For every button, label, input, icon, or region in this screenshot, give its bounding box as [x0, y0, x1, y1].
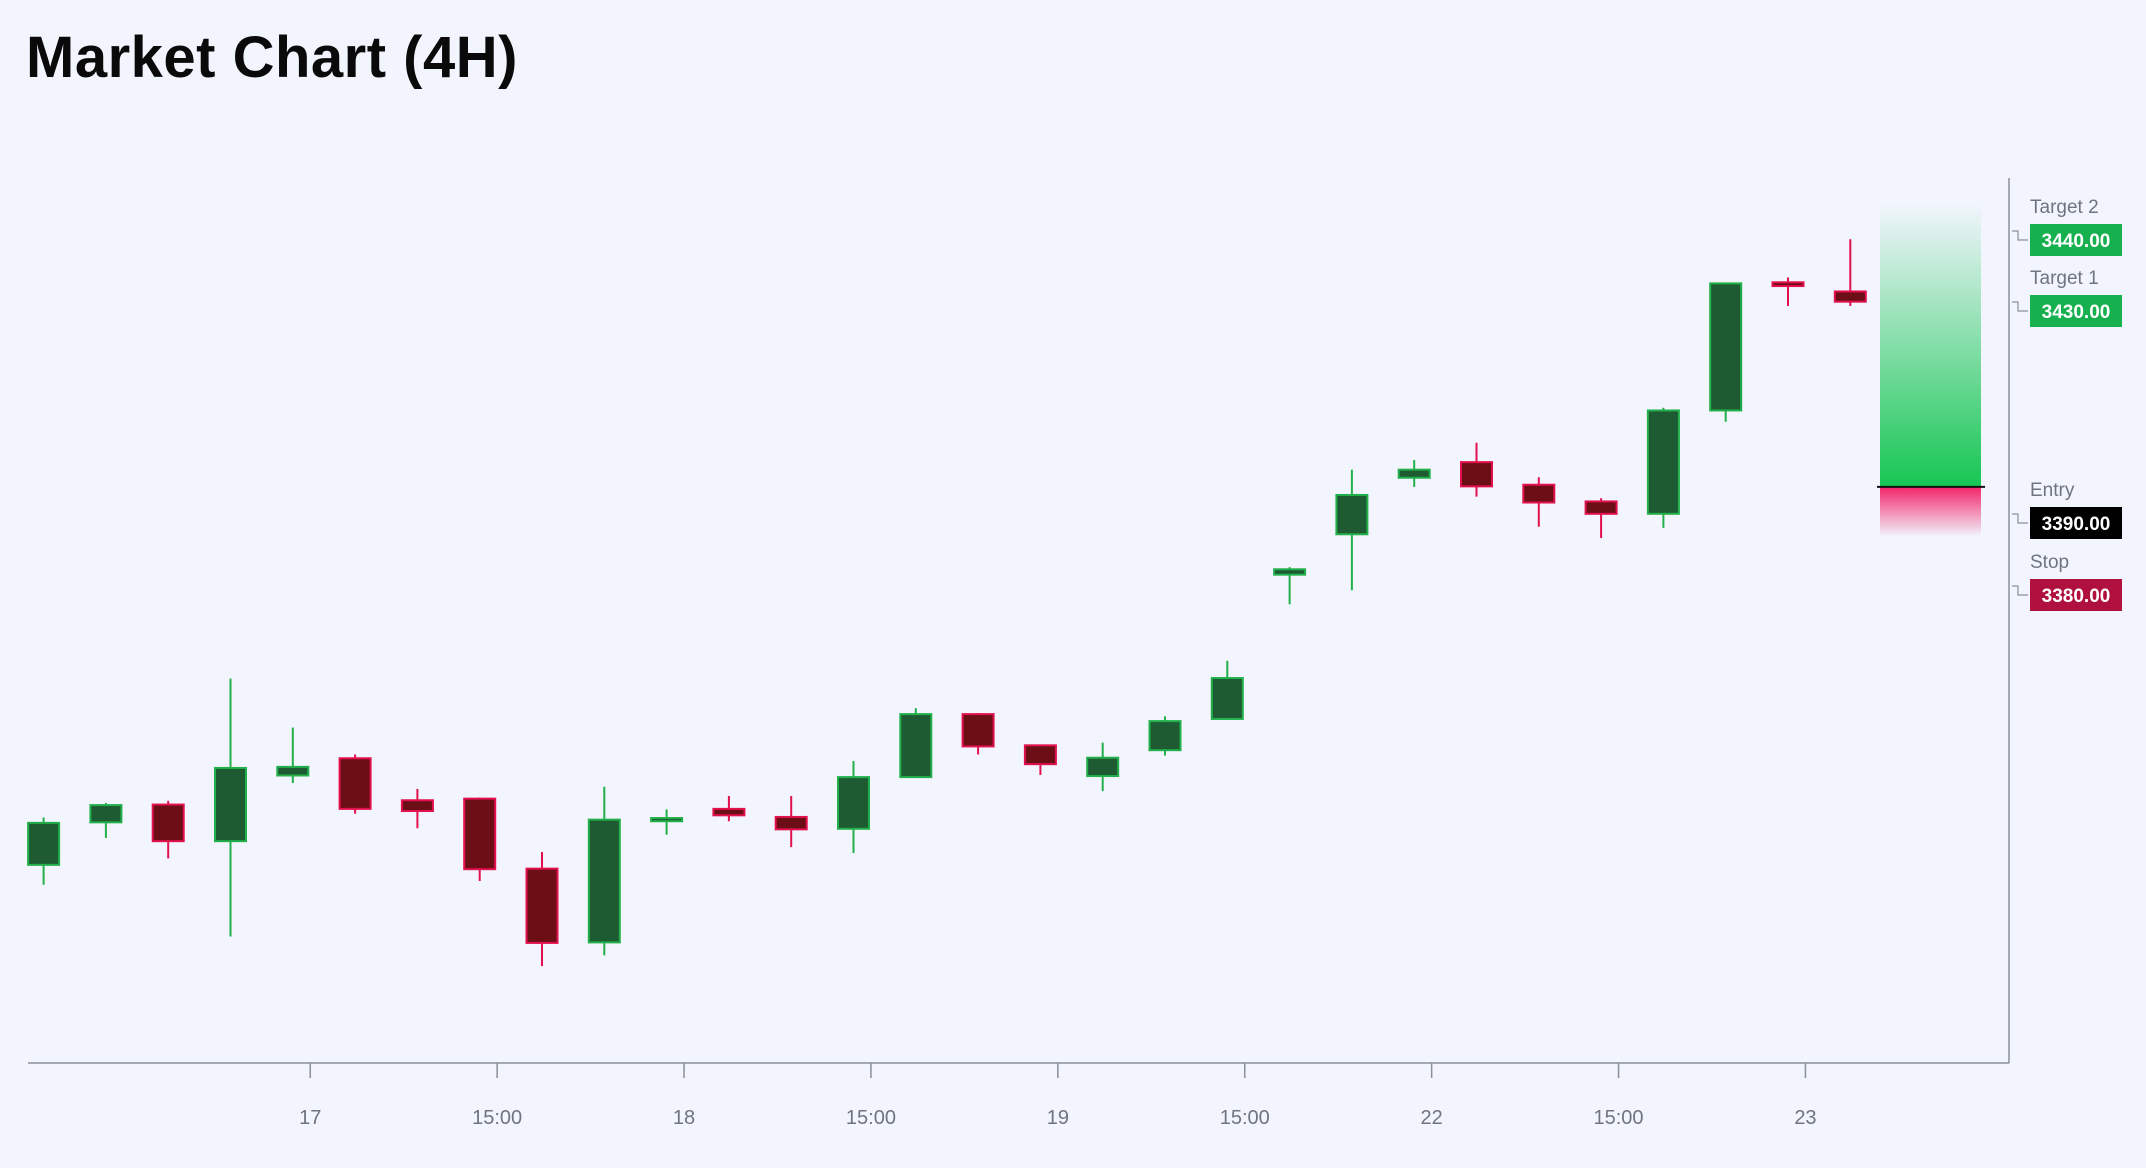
- level-name: Entry: [2030, 480, 2075, 501]
- candle-body: [1771, 281, 1805, 288]
- level-entry: Entry 3390.00: [2012, 480, 2122, 539]
- x-tick-label: 22: [1421, 1107, 1443, 1129]
- candle-11: [650, 809, 684, 835]
- candle-15: [899, 708, 933, 779]
- candle-17: [1023, 744, 1057, 775]
- x-tick-label: 18: [673, 1107, 695, 1129]
- x-tick-label: 17: [299, 1107, 321, 1129]
- candle-13: [774, 795, 808, 848]
- candle-body: [650, 817, 684, 823]
- candle-1: [27, 817, 61, 885]
- level-connector: [2012, 230, 2028, 241]
- x-tick-label: 23: [1794, 1107, 1816, 1129]
- candle-body: [525, 867, 559, 944]
- candle-7: [400, 788, 434, 829]
- level-target-1: Target 1 3430.00: [2012, 268, 2122, 327]
- level-name: Stop: [2030, 552, 2069, 573]
- candle-26: [1584, 498, 1618, 539]
- level-price-badge: [2030, 224, 2122, 256]
- candle-14: [837, 760, 870, 854]
- candle-3: [151, 800, 185, 859]
- candle-body: [961, 713, 995, 748]
- candle-29: [1771, 277, 1805, 306]
- level-name: Target 2: [2030, 197, 2099, 218]
- level-stop: Stop 3380.00: [2012, 552, 2122, 611]
- level-price: 3440.00: [2042, 231, 2111, 252]
- candle-body: [1646, 409, 1680, 515]
- candle-28: [1709, 282, 1743, 422]
- candle-19: [1148, 716, 1182, 756]
- candle-body: [1522, 483, 1556, 504]
- chart-title: Market Chart (4H): [26, 25, 518, 90]
- candle-20: [1210, 660, 1244, 720]
- level-name: Target 1: [2030, 268, 2099, 289]
- x-tick-label: 19: [1047, 1107, 1069, 1129]
- x-tick-label: 15:00: [1594, 1107, 1644, 1129]
- candle-30: [1833, 239, 1867, 306]
- candle-body: [837, 776, 870, 830]
- price-levels: Target 2 3440.00 Target 1 3430.00 Entry 3390.…: [2012, 197, 2122, 611]
- candle-22: [1335, 469, 1369, 591]
- candle-2: [89, 802, 123, 838]
- loss-zone: [1880, 486, 1981, 537]
- candle-27: [1646, 407, 1680, 528]
- candle-body: [1148, 720, 1182, 752]
- candle-body: [1460, 461, 1493, 488]
- level-price: 3380.00: [2042, 586, 2111, 607]
- candle-body: [774, 815, 808, 831]
- candle-body: [1086, 756, 1120, 778]
- candle-body: [1397, 468, 1431, 479]
- candle-10: [587, 786, 621, 956]
- candle-body: [338, 757, 372, 810]
- level-price-badge: [2030, 579, 2122, 611]
- candle-4: [214, 678, 247, 937]
- candle-25: [1522, 477, 1556, 527]
- level-connector: [2012, 513, 2028, 524]
- level-connector: [2012, 585, 2028, 596]
- candle-body: [151, 803, 185, 843]
- candle-12: [712, 795, 746, 822]
- candle-24: [1460, 442, 1493, 497]
- position-zone: [1877, 203, 1985, 537]
- axes: 17 15:00 18 15:00 19 15:00 22 15:00 23: [28, 178, 2010, 1129]
- candle-5: [276, 727, 310, 784]
- level-price: 3430.00: [2042, 302, 2111, 323]
- candle-body: [463, 797, 497, 871]
- x-tick-label: 15:00: [846, 1107, 896, 1129]
- x-tick-label: 15:00: [472, 1107, 522, 1129]
- level-price-badge: [2030, 295, 2122, 327]
- level-price-badge: [2030, 507, 2122, 539]
- candle-21: [1273, 567, 1307, 605]
- candle-body: [1709, 282, 1743, 412]
- level-connector: [2012, 301, 2028, 312]
- candle-6: [338, 754, 372, 814]
- candle-9: [525, 851, 559, 967]
- candle-body: [1023, 744, 1057, 766]
- candle-body: [1584, 500, 1618, 515]
- level-target-2: Target 2 3440.00: [2012, 197, 2122, 256]
- level-price: 3390.00: [2042, 514, 2111, 535]
- candle-16: [961, 713, 995, 755]
- candle-body: [214, 766, 247, 843]
- candle-body: [89, 804, 123, 824]
- candle-body: [587, 818, 621, 944]
- candle-body: [1335, 493, 1369, 536]
- candle-body: [1833, 290, 1867, 303]
- candle-8: [463, 797, 497, 882]
- candle-body: [1273, 568, 1307, 576]
- profit-zone: [1880, 203, 1981, 487]
- x-tick-label: 15:00: [1220, 1107, 1270, 1129]
- candle-body: [276, 765, 310, 777]
- candles: [27, 239, 1867, 967]
- candle-body: [1210, 677, 1244, 720]
- candle-body: [400, 799, 434, 813]
- candle-body: [712, 807, 746, 817]
- candle-body: [899, 713, 933, 779]
- candle-body: [27, 821, 61, 866]
- candle-18: [1086, 742, 1120, 792]
- candle-23: [1397, 459, 1431, 487]
